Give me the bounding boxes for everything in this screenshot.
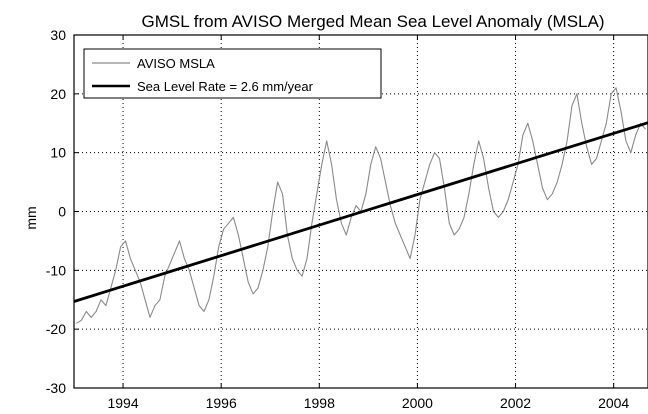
- y-tick-label: 10: [50, 145, 66, 161]
- y-tick-label: -10: [46, 262, 66, 278]
- legend: AVISO MSLA Sea Level Rate = 2.6 mm/year: [83, 48, 382, 99]
- y-axis-label: mm: [23, 206, 39, 229]
- x-tick-label: 1998: [304, 395, 335, 411]
- tick-marks: [74, 34, 615, 389]
- legend-label-sea-level-rate: Sea Level Rate = 2.6 mm/year: [137, 79, 314, 94]
- x-tick-label: 2004: [598, 395, 629, 411]
- series-group: [73, 87, 648, 324]
- legend-box: [83, 48, 382, 99]
- chart-title: GMSL from AVISO Merged Mean Sea Level An…: [142, 12, 605, 31]
- series-sea-level-rate: [73, 121, 648, 303]
- y-tick-label: 20: [50, 86, 66, 102]
- y-tick-labels: -30 -20 -10 0 10 20 30: [46, 27, 66, 396]
- y-tick-label: 30: [50, 27, 66, 43]
- x-tick-label: 1996: [206, 395, 237, 411]
- x-tick-label: 1994: [107, 395, 138, 411]
- y-tick-label: -30: [46, 380, 66, 396]
- grid-lines: [74, 35, 648, 388]
- y-tick-label: 0: [58, 204, 66, 220]
- x-tick-labels: 1994 1996 1998 2000 2002 2004: [107, 395, 629, 411]
- y-tick-label: -20: [46, 321, 66, 337]
- series-aviso-msla: [76, 87, 646, 324]
- x-tick-label: 2002: [500, 395, 531, 411]
- legend-label-aviso-msla: AVISO MSLA: [137, 56, 215, 71]
- x-tick-label: 2000: [402, 395, 433, 411]
